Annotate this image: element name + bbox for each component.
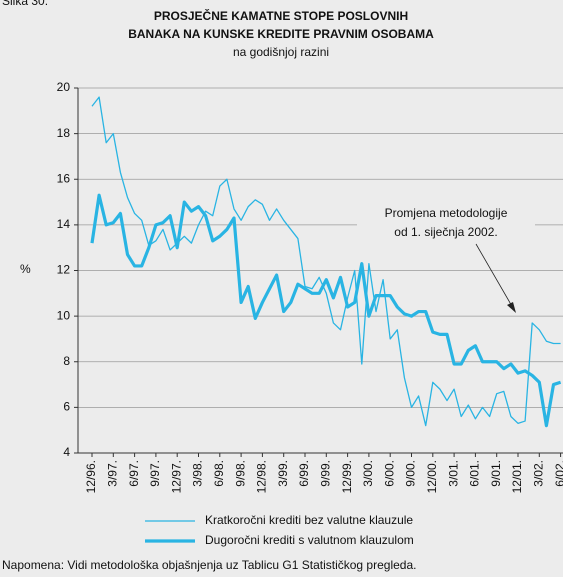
annotation: od 1. siječnja 2002. [394, 225, 497, 239]
note: Napomena: Vidi metodološka objašnjenja u… [2, 558, 416, 572]
x-tick-label: 12/99. [340, 460, 354, 493]
x-tick-label: 6/02. [553, 460, 563, 487]
y-tick-label: 8 [63, 354, 70, 368]
x-tick-label: 9/00. [404, 460, 418, 487]
y-tick-label: 20 [57, 80, 71, 94]
chart-title: PROSJEČNE KAMATNE STOPE POSLOVNIH [154, 8, 408, 23]
x-tick-label: 3/02. [531, 460, 545, 487]
x-tick-label: 9/97. [148, 460, 162, 487]
arrow-head [507, 302, 516, 313]
x-tick-label: 3/99. [276, 460, 290, 487]
y-axis-label: % [20, 262, 31, 276]
x-tick-label: 12/96. [84, 460, 98, 493]
x-tick-label: 6/99. [297, 460, 311, 487]
x-tick-label: 6/01. [468, 460, 482, 487]
legend-label: Kratkoročni krediti bez valutne klauzule [205, 513, 413, 527]
annotation-box [357, 203, 535, 243]
annotation-arrow [475, 243, 514, 309]
x-tick-label: 3/01. [446, 460, 460, 487]
x-tick-label: 3/00. [361, 460, 375, 487]
line-series [91, 96, 561, 427]
y-tick-label: 14 [57, 217, 71, 231]
y-tick-label: 18 [57, 126, 71, 140]
x-tick-label: 12/00. [425, 460, 439, 493]
legend-label: Dugoročni krediti s valutnom klauzulom [205, 533, 414, 547]
x-tick-label: 9/01. [489, 460, 503, 487]
y-tick-label: 16 [57, 171, 71, 185]
x-tick-label: 6/00. [382, 460, 396, 487]
x-tick-label: 6/97. [127, 460, 141, 487]
line-series [90, 193, 562, 428]
x-tick-label: 3/98. [191, 460, 205, 487]
annotation: Promjena metodologije [385, 206, 508, 220]
y-tick-label: 6 [63, 400, 70, 414]
chart-title: BANAKA NA KUNSKE KREDITE PRAVNIM OSOBAMA [128, 27, 434, 41]
x-tick-label: 9/99. [318, 460, 332, 487]
x-tick-label: 12/01. [510, 460, 524, 493]
x-tick-label: 6/98. [212, 460, 226, 487]
x-tick-label: 3/97. [105, 460, 119, 487]
figure-label: Slika 30. [2, 0, 48, 8]
y-tick-label: 4 [63, 445, 70, 459]
chart-subtitle: na godišnjoj razini [233, 45, 329, 59]
y-tick-label: 10 [57, 308, 71, 322]
x-tick-label: 9/98. [233, 460, 247, 487]
x-tick-label: 12/97. [169, 460, 183, 493]
y-tick-label: 12 [57, 263, 71, 277]
x-tick-label: 12/98. [255, 460, 269, 493]
